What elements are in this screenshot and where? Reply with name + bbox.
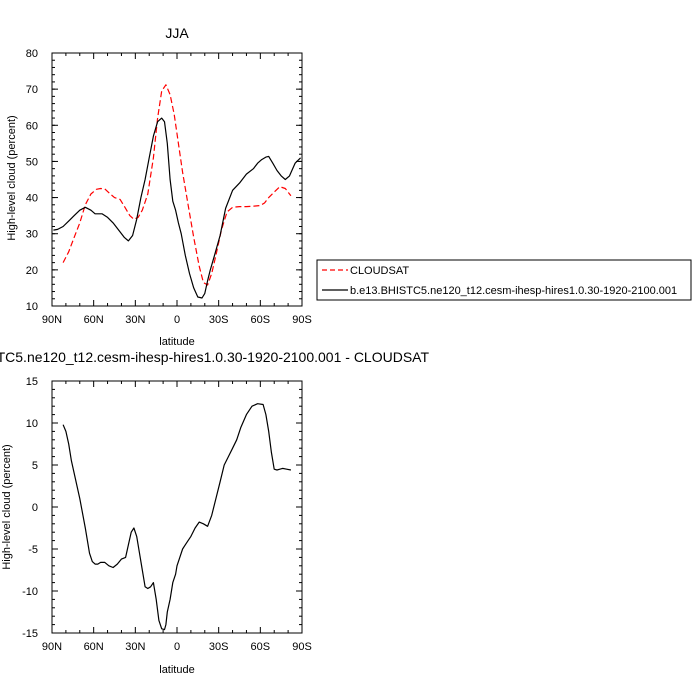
- bottom-chart-ytick-label: 15: [26, 376, 38, 388]
- top-chart-ytick-label: 30: [26, 229, 38, 241]
- bottom-chart-ylabel: High-level cloud (percent): [1, 444, 13, 569]
- top-chart-ticks: 90N 60N 30N 0 30S 60S 90S 10 20 30 40 50 60 70 80: [26, 48, 312, 326]
- bottom-chart-xtick-label: 30S: [209, 641, 229, 653]
- top-chart-series-model-line: [53, 117, 302, 299]
- top-chart-ylabel: High-level cloud (percent): [6, 115, 18, 240]
- top-chart: JJA High-level cloud (percent) latitude …: [6, 25, 312, 348]
- top-chart-xtick-label: 30S: [209, 314, 229, 326]
- bottom-chart-ytick-label: -10: [22, 586, 38, 598]
- bottom-chart-xtick-label: 0: [174, 641, 180, 653]
- top-chart-series: [53, 84, 302, 299]
- bottom-chart-frame: [51, 380, 303, 634]
- top-chart-xtick-label: 90S: [292, 314, 312, 326]
- bottom-chart-series-difference-line: [62, 403, 292, 631]
- top-chart-ytick-label: 60: [26, 120, 38, 132]
- top-chart-xtick-label: 60N: [84, 314, 104, 326]
- bottom-chart-xtick-label: 30N: [125, 641, 145, 653]
- top-chart-xlabel: latitude: [159, 336, 194, 348]
- bottom-chart: b.e13.BHISTC5.ne120_t12.cesm-ihesp-hires…: [0, 349, 429, 676]
- bottom-chart-series: [62, 403, 292, 631]
- top-chart-xtick-label: 30N: [125, 314, 145, 326]
- top-chart-ytick-label: 50: [26, 156, 38, 168]
- bottom-chart-title: b.e13.BHISTC5.ne120_t12.cesm-ihesp-hires…: [0, 349, 429, 365]
- legend-label-model: b.e13.BHISTC5.ne120_t12.cesm-ihesp-hires…: [350, 285, 677, 297]
- legend-label-cloudsat: CLOUDSAT: [350, 265, 409, 277]
- top-chart-ytick-label: 70: [26, 84, 38, 96]
- top-chart-xtick-label: 0: [174, 314, 180, 326]
- top-chart-xtick-label: 60S: [251, 314, 271, 326]
- bottom-chart-xtick-label: 90N: [42, 641, 62, 653]
- top-chart-xtick-label: 90N: [42, 314, 62, 326]
- top-chart-series-cloudsat-line: [62, 84, 292, 286]
- bottom-chart-xtick-label: 60S: [251, 641, 271, 653]
- bottom-chart-ytick-label: 5: [32, 460, 38, 472]
- bottom-chart-ytick-label: 0: [32, 502, 38, 514]
- top-chart-frame: [51, 52, 303, 307]
- top-chart-ytick-label: 80: [26, 48, 38, 60]
- bottom-chart-ytick-label: -15: [22, 628, 38, 640]
- bottom-chart-xlabel: latitude: [159, 664, 194, 676]
- top-chart-ytick-label: 10: [26, 301, 38, 313]
- top-chart-ytick-label: 40: [26, 193, 38, 205]
- top-chart-ytick-label: 20: [26, 265, 38, 277]
- bottom-chart-xtick-label: 90S: [292, 641, 312, 653]
- legend: CLOUDSAT b.e13.BHISTC5.ne120_t12.cesm-ih…: [316, 259, 692, 301]
- bottom-chart-ytick-label: -5: [28, 544, 38, 556]
- legend-box: [316, 259, 692, 301]
- top-chart-title: JJA: [165, 25, 189, 41]
- bottom-chart-ytick-label: 10: [26, 418, 38, 430]
- bottom-chart-xtick-label: 60N: [84, 641, 104, 653]
